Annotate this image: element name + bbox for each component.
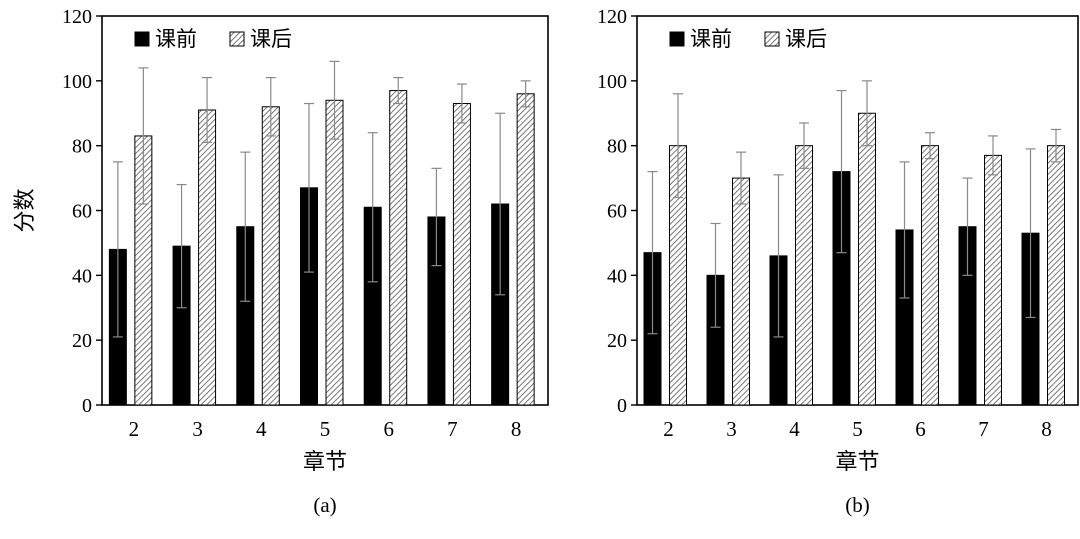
y-tick-label: 100 — [597, 71, 627, 93]
x-tick-label: 2 — [663, 417, 674, 441]
y-tick-label: 80 — [72, 136, 92, 158]
y-tick-label: 40 — [72, 265, 92, 287]
y-tick-label: 0 — [82, 395, 92, 417]
x-tick-label: 3 — [726, 417, 737, 441]
y-tick-label: 60 — [72, 201, 92, 223]
bar-after-4 — [261, 106, 280, 406]
panel-label: (b) — [845, 493, 870, 517]
y-tick-label: 20 — [607, 330, 627, 352]
x-tick-label: 5 — [852, 417, 863, 441]
x-axis-label: 章节 — [835, 449, 879, 474]
y-tick-label: 80 — [607, 136, 627, 158]
bar-after-4 — [795, 145, 813, 406]
y-axis-label: 分数 — [12, 188, 37, 232]
bar-after-6 — [921, 145, 939, 406]
y-tick-label: 60 — [607, 201, 627, 223]
legend-label-after: 课后 — [785, 27, 827, 51]
x-tick-label: 7 — [978, 417, 989, 441]
legend-swatch-after — [764, 31, 780, 47]
legend-label-before: 课前 — [155, 27, 197, 51]
bar-after-8 — [516, 93, 535, 406]
chart-panel-b: 0 20 40 60 80 100 120 2 3 4 5 6 7 8 章节 (b) 课前 课后 — [597, 6, 1079, 517]
x-tick-label: 8 — [1041, 417, 1052, 441]
legend-swatch-before — [134, 31, 150, 47]
x-tick-label: 8 — [511, 417, 522, 441]
bar-after-5 — [858, 112, 876, 406]
y-tick-label: 120 — [62, 6, 92, 28]
x-tick-label: 5 — [320, 417, 331, 441]
legend-swatch-before — [669, 31, 685, 47]
bar-after-7 — [452, 103, 471, 406]
plot-frame — [636, 15, 1079, 406]
bar-after-6 — [389, 90, 408, 406]
x-tick-label: 6 — [915, 417, 926, 441]
x-axis-label: 章节 — [303, 449, 347, 474]
x-tick-label: 7 — [447, 417, 458, 441]
chart-panel-a: 0 20 40 60 80 100 120 2 3 4 5 6 7 8 章节 (a) 分数 课前 课后 — [12, 6, 549, 517]
x-tick-label: 4 — [256, 417, 267, 441]
x-tick-label: 2 — [129, 417, 140, 441]
panel-label: (a) — [313, 493, 336, 517]
x-tick-label: 4 — [789, 417, 800, 441]
bar-after-3 — [732, 177, 750, 406]
bar-after-3 — [198, 109, 217, 406]
bar-after-5 — [325, 99, 344, 406]
x-tick-label: 3 — [192, 417, 203, 441]
bar-after-7 — [984, 154, 1002, 406]
x-tick-label: 6 — [383, 417, 394, 441]
y-tick-label: 0 — [617, 395, 627, 417]
y-tick-label: 20 — [72, 330, 92, 352]
y-tick-label: 100 — [62, 71, 92, 93]
bar-after-8 — [1047, 145, 1065, 406]
plot-frame — [101, 15, 549, 406]
y-tick-label: 120 — [597, 6, 627, 28]
legend-swatch-after — [229, 31, 245, 47]
legend-label-before: 课前 — [690, 27, 732, 51]
legend-label-after: 课后 — [250, 27, 292, 51]
y-tick-label: 40 — [607, 265, 627, 287]
